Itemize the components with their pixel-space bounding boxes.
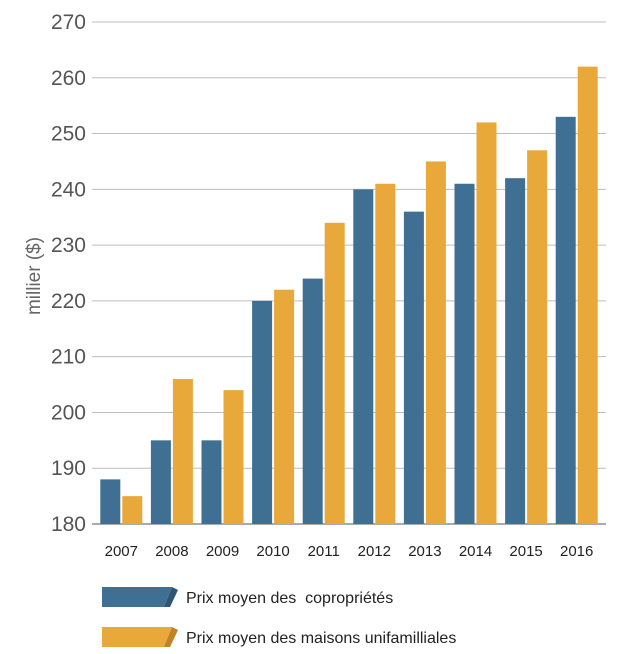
y-tick-label: 220: [51, 290, 86, 313]
bar-condos-2009: [201, 440, 222, 524]
bar-houses-2007: [122, 496, 143, 524]
y-tick-label: 260: [51, 67, 86, 90]
y-axis-label: millier ($): [24, 237, 45, 315]
x-tick-label: 2016: [560, 543, 593, 560]
legend-swatch-shadow: [164, 587, 178, 607]
bar-houses-2008: [172, 378, 193, 524]
bar-condos-2014: [454, 183, 475, 524]
y-tick-label: 230: [51, 234, 86, 257]
x-tick-label: 2008: [155, 543, 188, 560]
bar-condos-2015: [505, 178, 526, 524]
legend-swatch-shadow: [164, 627, 178, 647]
x-tick-label: 2010: [256, 543, 289, 560]
y-tick-label: 180: [51, 513, 86, 536]
legend-swatch-houses: [102, 627, 172, 647]
y-tick-label: 190: [51, 457, 86, 480]
bar-houses-2014: [476, 122, 497, 525]
x-tick-label: 2013: [408, 543, 441, 560]
bar-condos-2011: [302, 278, 323, 524]
bar-houses-2011: [324, 222, 345, 525]
bar-condos-2013: [403, 211, 424, 524]
bar-condos-2012: [353, 189, 374, 525]
bar-houses-2016: [577, 66, 598, 524]
y-tick-label: 270: [51, 11, 86, 34]
x-tick-label: 2007: [105, 543, 138, 560]
bar-condos-2007: [100, 479, 121, 524]
x-tick-label: 2015: [509, 543, 542, 560]
legend-label-condos: Prix moyen des copropriétés: [186, 590, 393, 607]
legend-item-houses: Prix moyen des maisons unifamilliales: [102, 627, 456, 647]
bar-houses-2009: [223, 390, 244, 524]
legend-item-condos: Prix moyen des copropriétés: [102, 587, 393, 607]
x-tick-label: 2011: [308, 543, 340, 560]
y-tick-label: 250: [51, 123, 86, 146]
bar-houses-2015: [527, 150, 548, 525]
bar-houses-2010: [274, 289, 295, 524]
legend-label-houses: Prix moyen des maisons unifamilliales: [186, 630, 456, 647]
y-axis-ticks: 180 190 200 210 220 230 240 250 260 270: [51, 11, 86, 536]
y-tick-label: 200: [51, 401, 86, 424]
legend: Prix moyen des copropriétés Prix moyen d…: [102, 587, 456, 647]
bar-houses-2013: [425, 161, 446, 524]
bar-condos-2008: [150, 440, 171, 524]
x-tick-label: 2014: [459, 543, 492, 560]
y-tick-label: 210: [51, 346, 86, 369]
x-axis-ticks: 2007 2008 2009 2010 2011 2012 2013 2014 2015 2016: [105, 543, 594, 560]
y-tick-label: 240: [51, 178, 86, 201]
legend-swatch-condos: [102, 587, 172, 607]
bar-condos-2010: [252, 300, 273, 524]
bar-houses-2012: [375, 183, 396, 524]
bars: [100, 66, 598, 525]
bar-condos-2016: [555, 116, 576, 525]
x-tick-label: 2012: [358, 543, 391, 560]
x-tick-label: 2009: [206, 543, 239, 560]
